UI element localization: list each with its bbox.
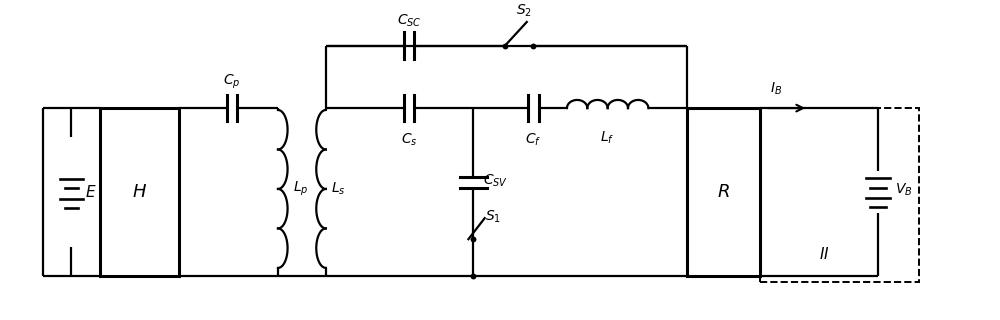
Text: $C_{SC}$: $C_{SC}$ (397, 12, 421, 29)
Text: $C_{SV}$: $C_{SV}$ (483, 172, 508, 188)
Bar (100, 108, 179, 276)
Bar (760, 108, 919, 282)
Text: $S_1$: $S_1$ (485, 208, 501, 225)
Bar (687, 108, 760, 276)
Text: $C_f$: $C_f$ (525, 132, 542, 148)
Text: $II$: $II$ (819, 246, 829, 262)
Text: $L_f$: $L_f$ (600, 129, 615, 146)
Text: $E$: $E$ (85, 184, 96, 200)
Text: $C_s$: $C_s$ (401, 132, 417, 148)
Text: $V_B$: $V_B$ (895, 182, 913, 198)
Text: $I_B$: $I_B$ (770, 80, 782, 97)
Text: $C_p$: $C_p$ (223, 73, 241, 91)
Text: $L_s$: $L_s$ (331, 181, 345, 197)
Text: $H$: $H$ (132, 183, 147, 201)
Text: $L_p$: $L_p$ (293, 180, 309, 198)
Text: $R$: $R$ (717, 183, 730, 201)
Text: $S_2$: $S_2$ (516, 3, 532, 19)
